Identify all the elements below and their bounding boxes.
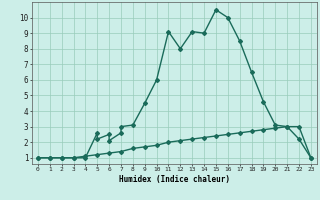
X-axis label: Humidex (Indice chaleur): Humidex (Indice chaleur): [119, 175, 230, 184]
